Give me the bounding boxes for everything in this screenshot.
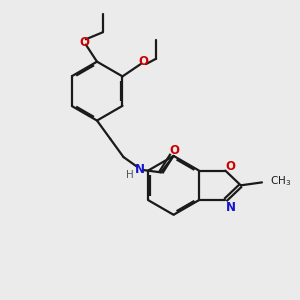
Text: O: O [138, 55, 148, 68]
Text: O: O [79, 36, 89, 49]
Text: O: O [226, 160, 236, 173]
Text: N: N [135, 163, 145, 176]
Text: N: N [226, 201, 236, 214]
Text: H: H [126, 170, 134, 180]
Text: CH$_3$: CH$_3$ [270, 174, 292, 188]
Text: O: O [169, 144, 179, 157]
